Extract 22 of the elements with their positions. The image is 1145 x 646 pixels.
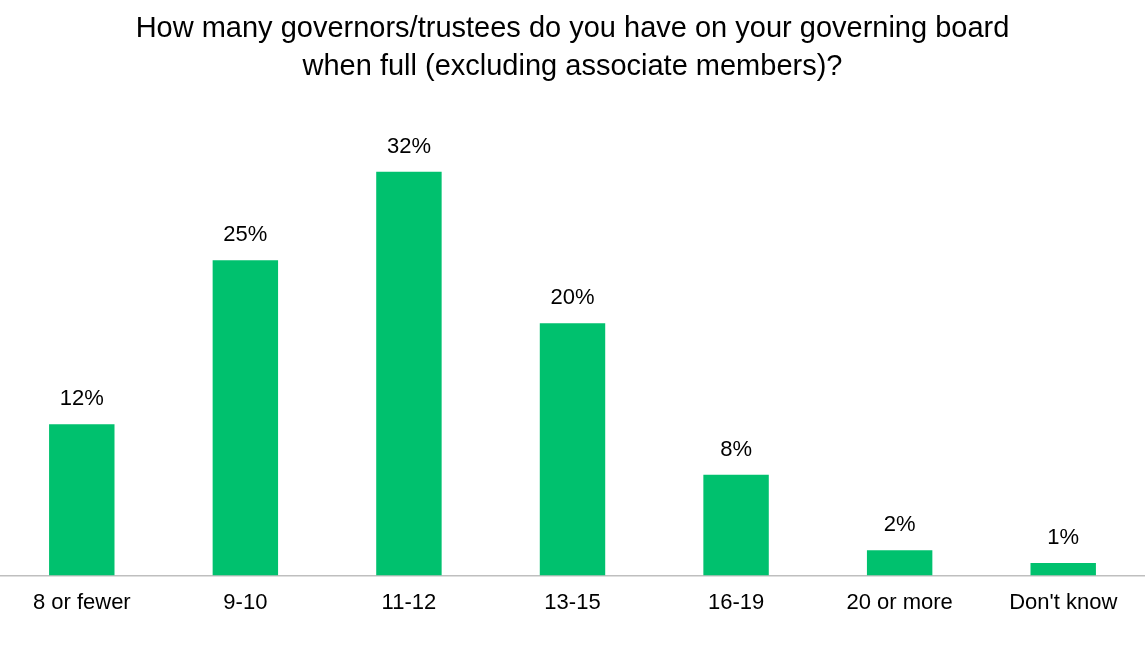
data-label: 8% [720, 435, 752, 461]
bar [49, 424, 115, 576]
x-tick-label: 20 or more [846, 588, 953, 614]
data-label: 1% [1047, 524, 1080, 550]
chart-title: How many governors/trustees do you have on your governing board when full (excluding associate members)? [134, 10, 1011, 83]
bar [866, 550, 933, 576]
data-label: 32% [386, 132, 431, 158]
x-tick-label: 11-12 [381, 588, 437, 614]
bar [539, 323, 606, 576]
bar [703, 474, 769, 576]
x-tick-label: 13-15 [544, 588, 601, 614]
bar [212, 260, 279, 576]
x-tick-label: 8 or fewer [32, 588, 131, 614]
x-tick-label: Don't know [1009, 588, 1118, 614]
x-tick-label: 9-10 [223, 588, 268, 614]
data-label: 12% [59, 385, 104, 411]
x-tick-label: 16-19 [707, 588, 765, 614]
data-label: 20% [550, 284, 595, 310]
bar [1030, 562, 1096, 576]
data-label: 25% [223, 221, 268, 247]
bar [376, 171, 442, 576]
data-label: 2% [883, 511, 916, 537]
